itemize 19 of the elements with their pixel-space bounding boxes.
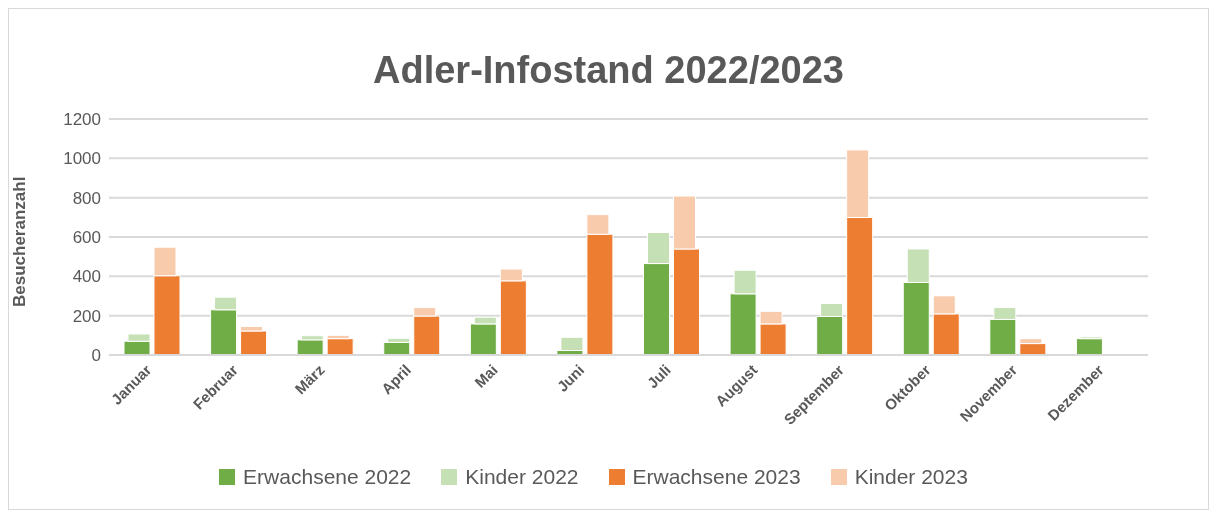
legend-label: Kinder 2022 [465,465,579,489]
bar [560,336,584,351]
y-tick-label: 200 [72,306,101,326]
x-tick-label: Mai [471,361,501,391]
bar [1075,338,1103,355]
x-tick-label: Juli [643,361,674,392]
legend-label: Kinder 2023 [854,465,968,489]
legend-label: Erwachsene 2022 [243,465,412,489]
y-axis-title: Besucheranzahl [10,176,30,307]
chart-title: Adler-Infostand 2022/2023 [372,49,845,93]
bar [240,330,268,355]
bar [326,338,354,355]
y-tick-label: 400 [72,267,101,287]
y-tick-label: 0 [91,346,101,366]
legend-label: Erwachsene 2023 [632,465,801,489]
y-tick-label: 1200 [63,110,101,130]
y-tick-label: 1000 [63,149,101,169]
y-tick-label: 600 [72,228,101,248]
y-tick-label: 800 [72,188,101,208]
